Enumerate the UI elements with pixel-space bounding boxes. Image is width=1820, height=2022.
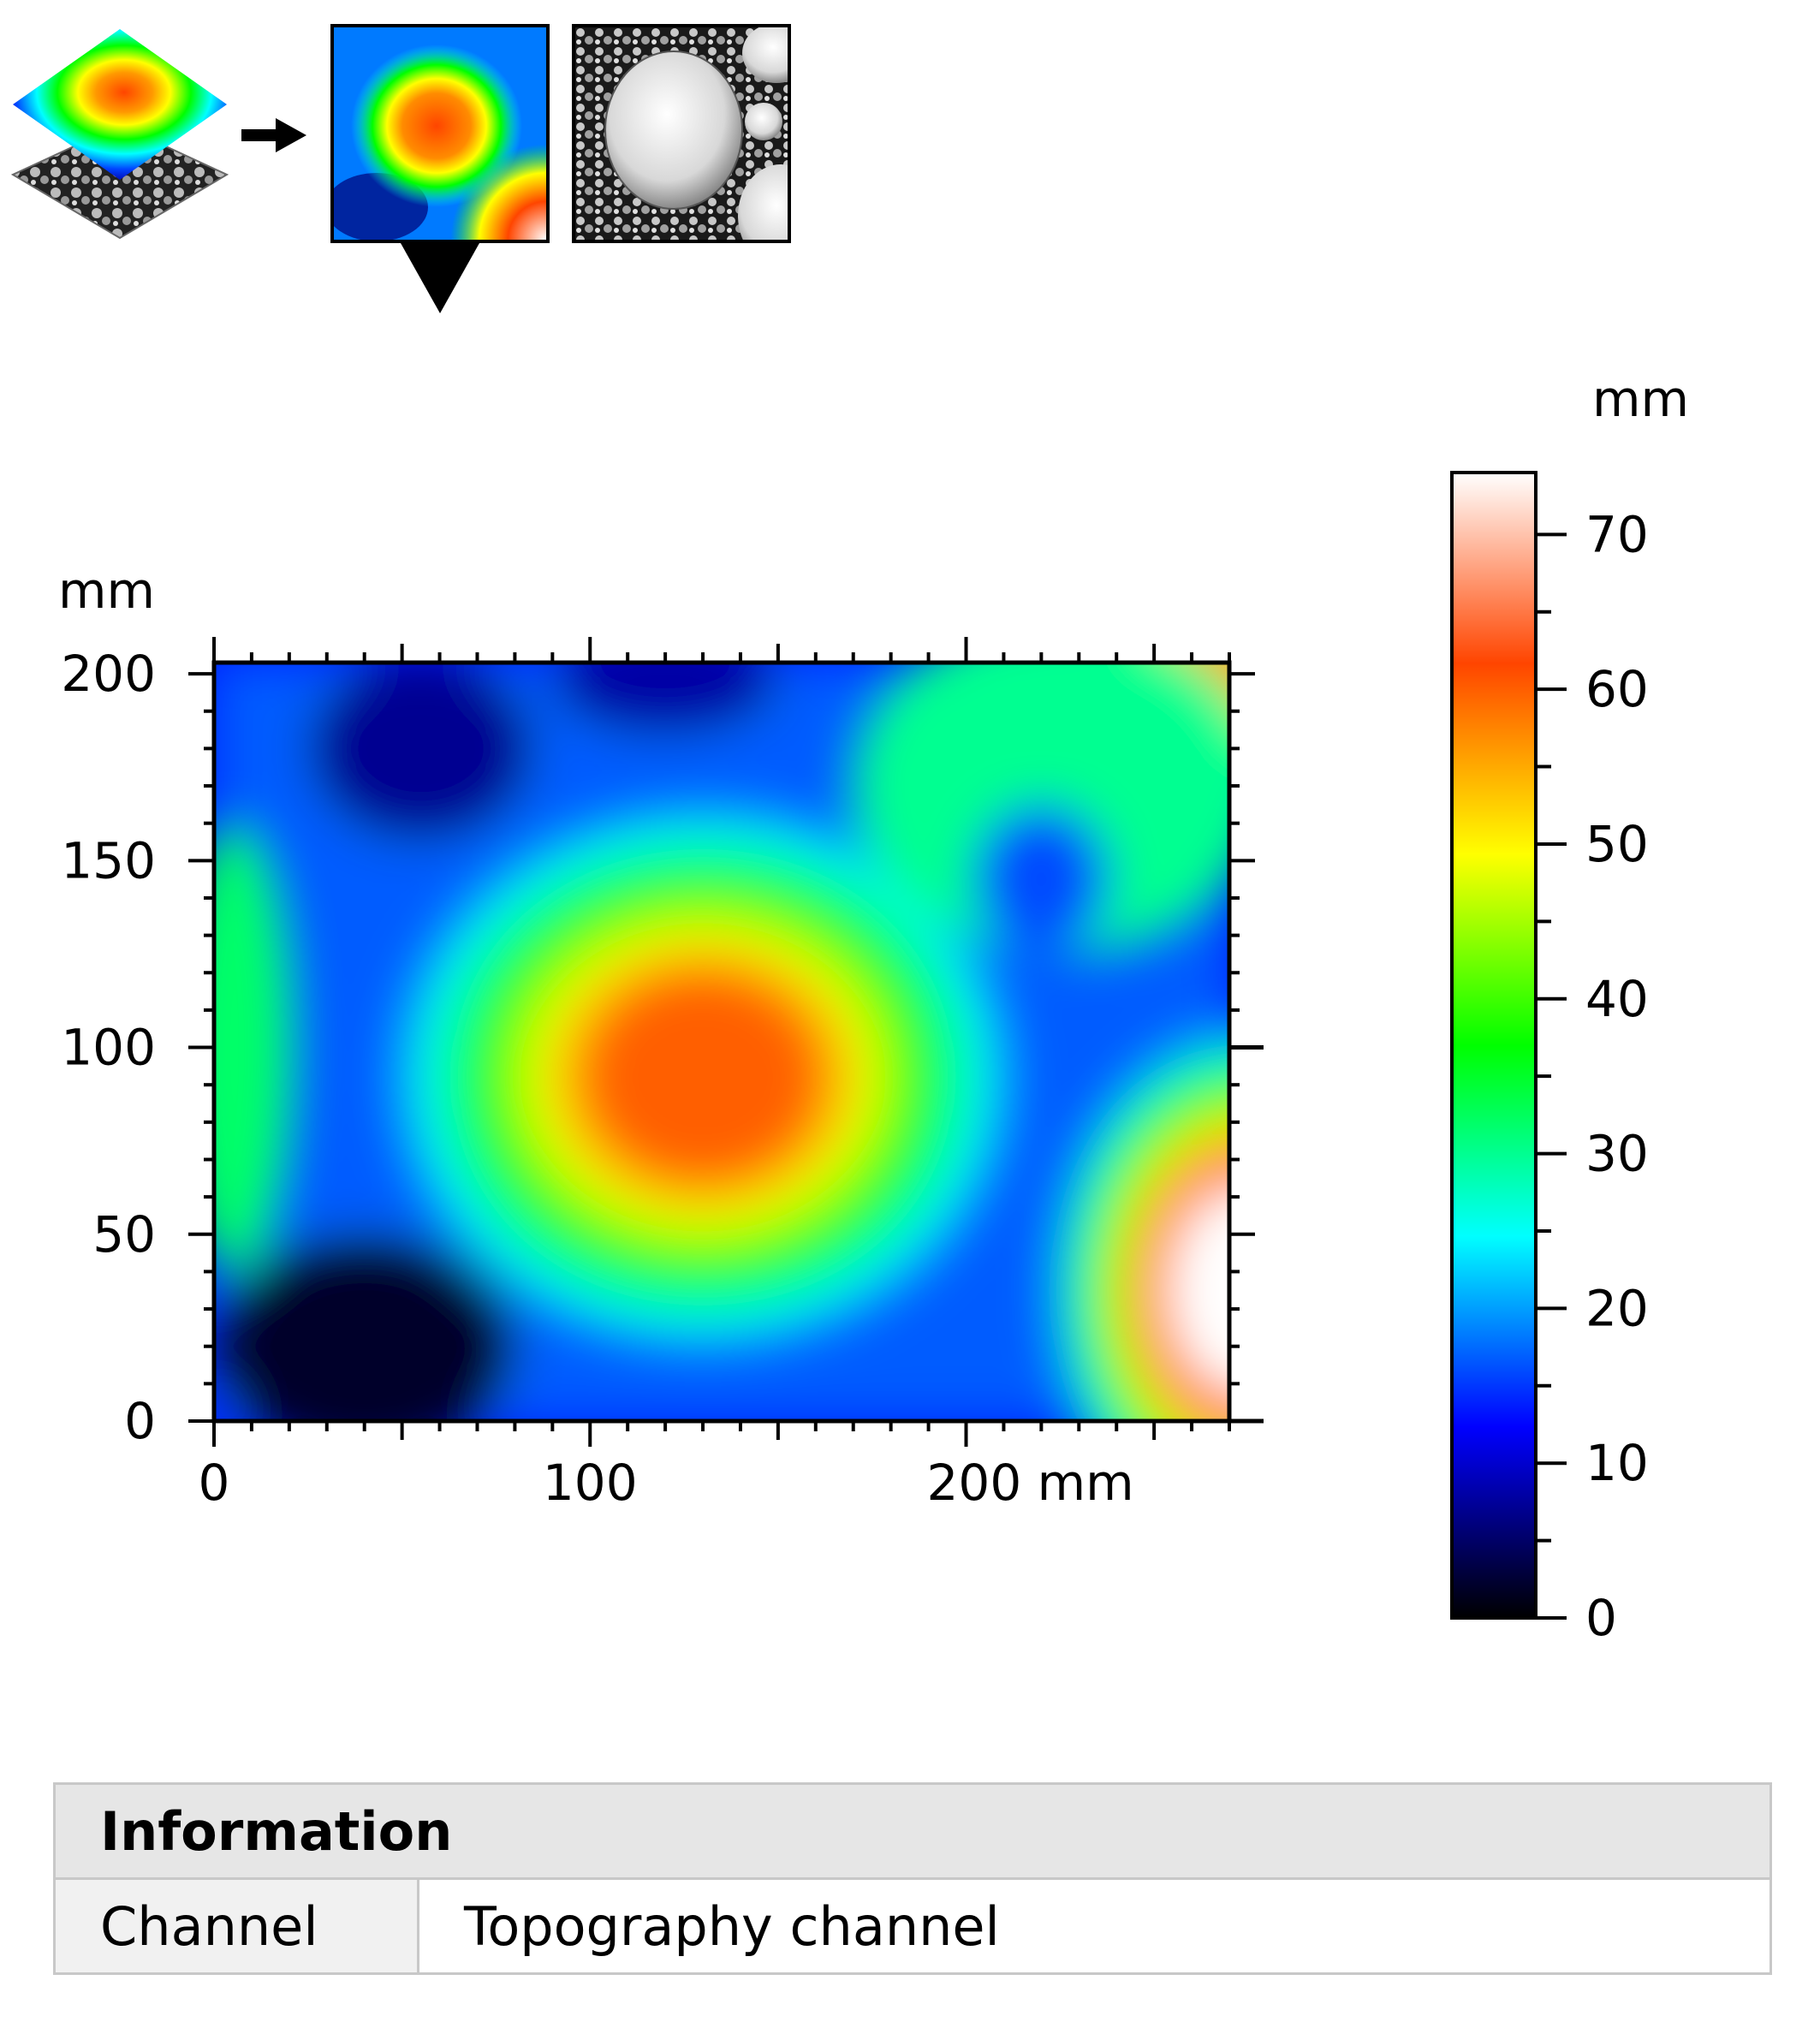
colorbar-tick-label-0: 0 — [1585, 1589, 1617, 1647]
x-tick-label-0: 0 — [199, 1454, 230, 1512]
heatmap-valley-7 — [552, 663, 778, 738]
heatmap-surface — [214, 663, 1229, 1421]
heatmap-peak-0-level-7 — [582, 972, 824, 1183]
colorbar-tick-label-30: 30 — [1585, 1125, 1649, 1183]
heatmap-valley-6 — [307, 663, 534, 842]
colorbar-tick-label-70: 70 — [1585, 505, 1649, 563]
colorbar-unit-label: mm — [1592, 370, 1689, 428]
colorbar-tick-label-20: 20 — [1585, 1279, 1649, 1337]
colorbar-tick-label-50: 50 — [1585, 815, 1649, 873]
colorbar-gradient — [1450, 471, 1537, 1620]
colorbar-tick-label-40: 40 — [1585, 970, 1649, 1028]
plot-border — [211, 660, 1232, 1424]
x-tick-label-200: 200 mm — [927, 1454, 1134, 1512]
topography-thumbnail[interactable] — [330, 24, 550, 243]
y-tick-label-200: 200 — [61, 645, 156, 703]
grayscale-image-thumbnail[interactable] — [572, 24, 791, 243]
y-axis: 0 50 100 150 200 — [61, 645, 1264, 1450]
heatmap-peak-1-level-7 — [1170, 1191, 1229, 1390]
info-row-channel: Channel Topography channel — [53, 1877, 1772, 1975]
x-tick-label-100: 100 — [543, 1454, 638, 1512]
heatmap-valley-8 — [973, 804, 1109, 955]
y-axis-unit-label: mm — [58, 562, 155, 620]
x-axis: 0 100 200 mm — [199, 637, 1231, 1512]
heatmap-chart: 0 100 200 mm 0 50 100 150 200 mm 0 10 20 30 40 50 60… — [58, 370, 1689, 1647]
colorbar-tick-label-10: 10 — [1585, 1434, 1649, 1492]
arrow-right-icon — [241, 118, 306, 152]
info-value-channel: Topography channel — [417, 1877, 1772, 1975]
colorbar-tick-label-60: 60 — [1585, 660, 1649, 718]
heatmap-ridge-3 — [214, 823, 294, 1272]
heatmap-valley-5 — [214, 1234, 515, 1421]
y-tick-label-100: 100 — [61, 1019, 156, 1077]
heatmap-image — [214, 663, 1229, 1421]
triangle-down-icon — [401, 243, 479, 313]
layers-icon[interactable] — [9, 22, 231, 245]
info-key-channel: Channel — [53, 1877, 419, 1975]
information-header: Information — [53, 1782, 1772, 1880]
y-tick-label-50: 50 — [92, 1205, 156, 1264]
information-table: Information Channel Topography channel — [53, 1782, 1772, 1975]
y-tick-label-150: 150 — [61, 831, 156, 889]
plot-frame — [211, 660, 1232, 1424]
colorbar: 0 10 20 30 40 50 60 70 — [1450, 471, 1649, 1647]
y-tick-label-0: 0 — [124, 1392, 156, 1450]
